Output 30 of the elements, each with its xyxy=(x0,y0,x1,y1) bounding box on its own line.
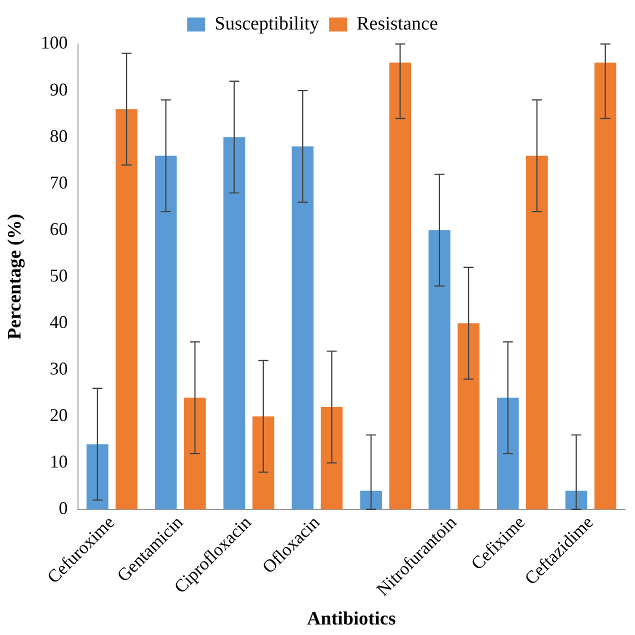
y-tick-label: 30 xyxy=(50,358,68,379)
bar xyxy=(360,490,382,510)
y-tick-label: 0 xyxy=(58,498,68,518)
bar xyxy=(526,156,548,510)
y-tick-label: 80 xyxy=(50,126,68,146)
y-tick-label: 100 xyxy=(40,32,68,53)
y-tick-label: 60 xyxy=(50,218,68,239)
bar xyxy=(252,416,274,510)
y-tick-label: 50 xyxy=(50,265,68,286)
bar xyxy=(428,230,450,510)
bar xyxy=(116,109,138,510)
y-tick-label: 40 xyxy=(50,312,68,332)
y-tick-label: 70 xyxy=(50,172,68,192)
bar xyxy=(594,62,616,510)
bar xyxy=(496,398,519,510)
bar xyxy=(184,398,206,510)
bar xyxy=(292,146,314,510)
y-tick-label: 10 xyxy=(50,452,68,472)
legend-label: Resistance xyxy=(356,13,438,34)
legend-label: Susceptibility xyxy=(214,13,320,34)
x-axis-title: Antibiotics xyxy=(307,608,396,630)
bar xyxy=(458,323,480,510)
y-tick-label: 20 xyxy=(50,405,68,426)
bar xyxy=(86,444,108,510)
y-tick-label: 90 xyxy=(50,79,68,100)
bar xyxy=(320,407,343,510)
bar xyxy=(389,62,412,510)
y-axis-title: Percentage (%) xyxy=(4,214,26,340)
bar xyxy=(154,156,177,510)
bar xyxy=(223,137,246,510)
